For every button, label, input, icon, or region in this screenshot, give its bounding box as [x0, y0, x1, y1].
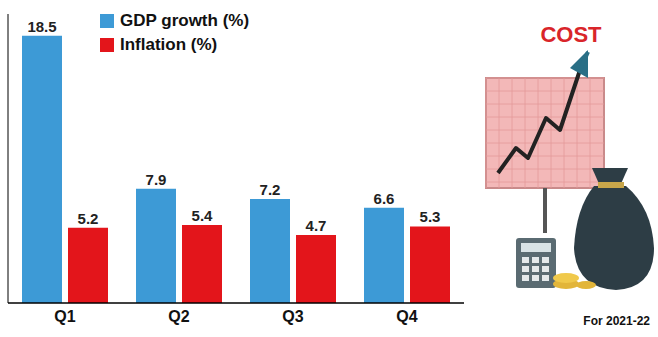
svg-text:5.4: 5.4 [192, 207, 214, 224]
svg-text:7.9: 7.9 [146, 171, 167, 188]
svg-text:6.6: 6.6 [374, 190, 395, 207]
html-text:Inflation (%): Inflation (%) [120, 35, 218, 54]
svg-text:Q3: Q3 [282, 308, 303, 325]
svg-text:18.5: 18.5 [27, 18, 56, 35]
html-text:GDP growth (%): GDP growth (%) [120, 11, 250, 30]
svg-text:5.2: 5.2 [78, 210, 99, 227]
html-text:For 2021-22: For 2021-22 [583, 314, 650, 328]
svg-text:5.3: 5.3 [420, 208, 441, 225]
svg-text:COST: COST [540, 22, 602, 47]
svg-text:Q2: Q2 [168, 308, 189, 325]
svg-text:Q4: Q4 [396, 308, 417, 325]
svg-text:4.7: 4.7 [306, 217, 327, 234]
svg-text:7.2: 7.2 [260, 181, 281, 198]
svg-text:Q1: Q1 [54, 308, 75, 325]
